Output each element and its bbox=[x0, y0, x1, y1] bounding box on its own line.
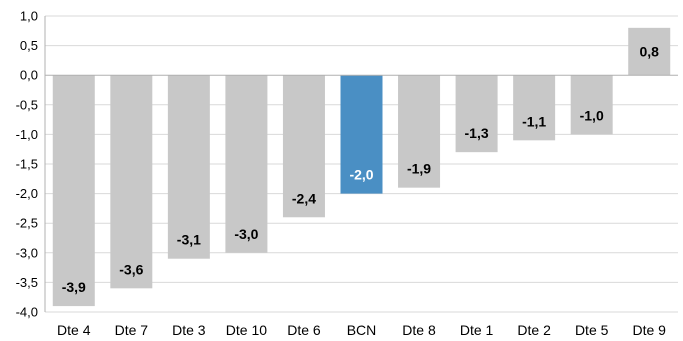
bar-dte-7 bbox=[110, 75, 153, 289]
data-label: -3,6 bbox=[119, 261, 143, 277]
bar-dte-1 bbox=[455, 75, 498, 153]
bar-dte-5 bbox=[570, 75, 613, 135]
data-label: -1,0 bbox=[580, 107, 604, 123]
bar-bcn bbox=[340, 75, 383, 194]
y-tick-label: -1,5 bbox=[16, 157, 38, 172]
data-label: -3,1 bbox=[177, 232, 201, 248]
x-category-label: Dte 1 bbox=[460, 322, 494, 338]
bar-dte-2 bbox=[513, 75, 556, 141]
x-axis-categories: Dte 4 Dte 7 Dte 3 Dte 10 Dte 6 BCN Dte 8 Dte 1 D… bbox=[57, 322, 666, 338]
data-label: 0,8 bbox=[639, 44, 659, 60]
data-label: -2,4 bbox=[292, 190, 316, 206]
bar-dte-8 bbox=[398, 75, 441, 188]
x-category-label: Dte 3 bbox=[172, 322, 206, 338]
bar-dte-4 bbox=[52, 75, 95, 307]
y-axis-ticks: 1,0 0,5 0,0 -0,5 -1,0 -1,5 -2,0 -2,5 -3,0 -3,5 -4,… bbox=[16, 9, 38, 320]
y-tick-label: -2,5 bbox=[16, 216, 38, 231]
bar-dte-10 bbox=[225, 75, 268, 253]
data-label: -2,0 bbox=[349, 167, 373, 183]
y-tick-label: -3,0 bbox=[16, 245, 38, 260]
x-category-label: Dte 5 bbox=[575, 322, 609, 338]
x-category-label: Dte 8 bbox=[402, 322, 436, 338]
y-tick-label: -0,5 bbox=[16, 97, 38, 112]
data-label: -1,9 bbox=[407, 161, 431, 177]
x-category-label: Dte 2 bbox=[517, 322, 551, 338]
x-category-label: Dte 7 bbox=[115, 322, 149, 338]
data-label: -1,1 bbox=[522, 113, 546, 129]
y-tick-label: -1,0 bbox=[16, 127, 38, 142]
y-tick-label: 0,0 bbox=[20, 68, 38, 83]
bar-dte-6 bbox=[282, 75, 325, 218]
bars bbox=[52, 27, 671, 307]
y-tick-label: -4,0 bbox=[16, 305, 38, 320]
y-tick-label: 0,5 bbox=[20, 38, 38, 53]
x-category-label: Dte 6 bbox=[287, 322, 321, 338]
bar-dte-9 bbox=[628, 27, 671, 76]
y-tick-label: 1,0 bbox=[20, 9, 38, 24]
y-tick-label: -2,0 bbox=[16, 186, 38, 201]
x-category-label: Dte 9 bbox=[632, 322, 666, 338]
data-labels: -3,9 -3,6 -3,1 -3,0 -2,4 -2,0 -1,9 -1,3 -1,1 -1,0… bbox=[62, 44, 659, 296]
bar-dte-3 bbox=[167, 75, 210, 259]
data-label: -1,3 bbox=[465, 125, 489, 141]
x-category-label: BCN bbox=[347, 322, 377, 338]
axis-lines bbox=[44, 16, 678, 312]
data-label: -3,9 bbox=[62, 279, 86, 295]
y-tick-label: -3,5 bbox=[16, 275, 38, 290]
x-category-label: Dte 4 bbox=[57, 322, 91, 338]
x-category-label: Dte 10 bbox=[226, 322, 267, 338]
data-label: -3,0 bbox=[234, 226, 258, 242]
